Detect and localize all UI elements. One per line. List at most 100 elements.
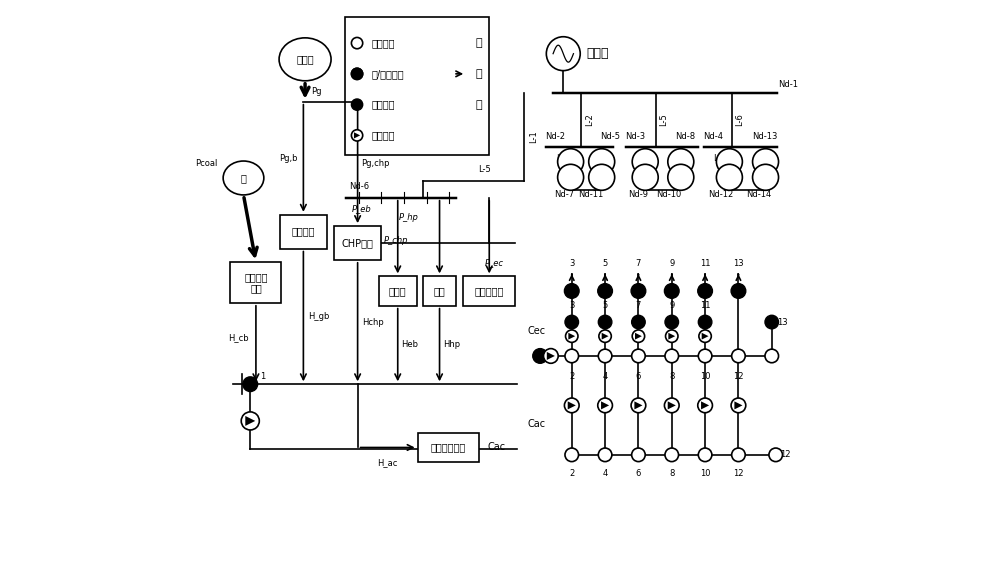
Text: 4: 4 (602, 469, 608, 478)
Circle shape (668, 149, 694, 175)
Text: 电制冷机组: 电制冷机组 (475, 286, 504, 296)
Circle shape (632, 349, 645, 363)
Text: 10: 10 (700, 469, 710, 478)
Text: 1: 1 (549, 351, 554, 360)
Text: Heb: Heb (401, 341, 418, 349)
Circle shape (598, 398, 612, 412)
Circle shape (664, 284, 679, 298)
Text: 5: 5 (602, 301, 608, 310)
Circle shape (765, 315, 779, 329)
Bar (423, 276, 456, 306)
Circle shape (546, 37, 580, 71)
Bar (418, 433, 479, 462)
Polygon shape (547, 352, 555, 360)
Circle shape (732, 349, 745, 363)
Text: 3: 3 (569, 301, 574, 310)
Text: 燃煤热水
锅炉: 燃煤热水 锅炉 (244, 272, 268, 293)
Circle shape (558, 149, 584, 175)
Circle shape (565, 448, 579, 462)
Circle shape (632, 315, 645, 329)
Text: L-7: L-7 (636, 154, 649, 163)
Circle shape (589, 149, 615, 175)
Text: L-6: L-6 (736, 114, 745, 127)
Circle shape (632, 448, 645, 462)
Circle shape (564, 398, 579, 412)
Text: 燃气锅炉: 燃气锅炉 (292, 227, 315, 237)
Text: H_cb: H_cb (229, 333, 249, 342)
Circle shape (632, 330, 645, 342)
Circle shape (241, 412, 259, 430)
Text: Nd-9: Nd-9 (628, 190, 648, 199)
Text: 8: 8 (669, 372, 674, 381)
Circle shape (351, 99, 363, 110)
Circle shape (769, 448, 782, 462)
Polygon shape (568, 333, 575, 340)
Text: 热: 热 (475, 69, 482, 79)
Bar (345, 17, 489, 155)
Polygon shape (634, 401, 642, 410)
Text: 11: 11 (700, 301, 710, 310)
Text: 热泵: 热泵 (434, 286, 445, 296)
Circle shape (716, 149, 742, 175)
Ellipse shape (223, 161, 264, 195)
Text: Nd-8: Nd-8 (675, 132, 695, 141)
Text: P_hp: P_hp (399, 213, 418, 222)
Text: 11: 11 (700, 259, 710, 268)
Text: 1: 1 (260, 372, 266, 381)
Text: 12: 12 (733, 372, 744, 381)
Text: Nd-6: Nd-6 (349, 182, 369, 191)
Text: 配电网: 配电网 (586, 47, 608, 60)
Text: 3: 3 (569, 259, 574, 268)
Text: P_eb: P_eb (352, 205, 371, 214)
Circle shape (598, 349, 612, 363)
Text: 2: 2 (569, 469, 574, 478)
Circle shape (698, 284, 712, 298)
Circle shape (664, 398, 679, 412)
Polygon shape (668, 333, 675, 340)
Text: 4: 4 (602, 372, 608, 381)
Text: H_ac: H_ac (377, 458, 398, 467)
Circle shape (599, 330, 611, 342)
Text: 电: 电 (475, 38, 482, 48)
Circle shape (632, 164, 658, 190)
Text: Pg,b: Pg,b (279, 154, 298, 163)
Text: L-5: L-5 (659, 114, 668, 127)
Circle shape (351, 37, 363, 49)
Text: 8: 8 (669, 469, 674, 478)
Polygon shape (602, 333, 609, 340)
Circle shape (632, 149, 658, 175)
Text: 9: 9 (669, 301, 674, 310)
Circle shape (765, 349, 779, 363)
Text: P_ec: P_ec (485, 258, 504, 267)
Polygon shape (701, 401, 709, 410)
Text: Hhp: Hhp (443, 341, 460, 349)
Circle shape (665, 448, 679, 462)
Text: CHP机组: CHP机组 (342, 238, 374, 248)
Bar (334, 226, 381, 260)
Text: 电锅炉: 电锅炉 (389, 286, 407, 296)
Circle shape (698, 398, 712, 412)
Circle shape (668, 164, 694, 190)
Text: L-2: L-2 (585, 114, 594, 127)
Text: 普通节点: 普通节点 (372, 38, 395, 48)
Circle shape (544, 349, 558, 363)
Circle shape (698, 448, 712, 462)
Circle shape (753, 149, 779, 175)
Text: Nd-2: Nd-2 (545, 132, 565, 141)
Circle shape (565, 349, 579, 363)
Polygon shape (668, 401, 676, 410)
Text: 负荷节点: 负荷节点 (372, 99, 395, 110)
Text: Nd-4: Nd-4 (703, 132, 723, 141)
Text: 13: 13 (777, 318, 788, 327)
Bar (280, 215, 327, 249)
Circle shape (351, 68, 363, 80)
Text: Cec: Cec (527, 325, 545, 336)
Text: 2: 2 (569, 372, 574, 381)
Text: L-5: L-5 (479, 165, 491, 174)
Text: Nd-10: Nd-10 (656, 190, 681, 199)
Text: Cac: Cac (487, 442, 505, 453)
Text: Pg,chp: Pg,chp (361, 159, 390, 168)
Text: Nd-11: Nd-11 (578, 190, 604, 199)
Circle shape (566, 330, 578, 342)
Circle shape (243, 377, 258, 392)
